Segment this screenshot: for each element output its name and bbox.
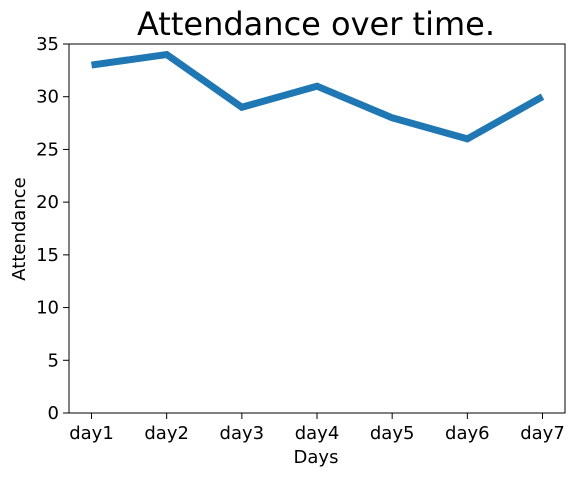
chart-title: Attendance over time.	[137, 5, 495, 43]
y-tick-label: 20	[36, 192, 59, 213]
series-line	[92, 55, 543, 139]
y-tick-label: 35	[36, 34, 59, 55]
x-tick-label: day3	[220, 423, 265, 444]
x-tick-label: day2	[144, 423, 189, 444]
x-tick-label: day6	[445, 423, 490, 444]
series-layer	[91, 54, 542, 139]
y-tick-label: 10	[36, 298, 59, 319]
x-tick-label: day7	[520, 423, 565, 444]
x-axis-label: Days	[294, 447, 339, 468]
y-tick-label: 0	[48, 403, 59, 424]
y-tick-label: 30	[36, 87, 59, 108]
y-tick-label: 15	[36, 245, 59, 266]
y-tick-label: 25	[36, 139, 59, 160]
x-tick-label: day1	[69, 423, 114, 444]
plot-area-frame	[69, 44, 565, 413]
y-axis-ticks: 0 5 10 15 20 25 30 35	[36, 34, 69, 424]
x-tick-label: day5	[370, 423, 415, 444]
x-tick-label: day4	[295, 423, 340, 444]
x-axis-ticks: day1 day2 day3 day4 day5 day6 day7	[69, 413, 565, 444]
y-tick-label: 5	[48, 350, 59, 371]
y-axis-label: Attendance	[9, 177, 30, 280]
